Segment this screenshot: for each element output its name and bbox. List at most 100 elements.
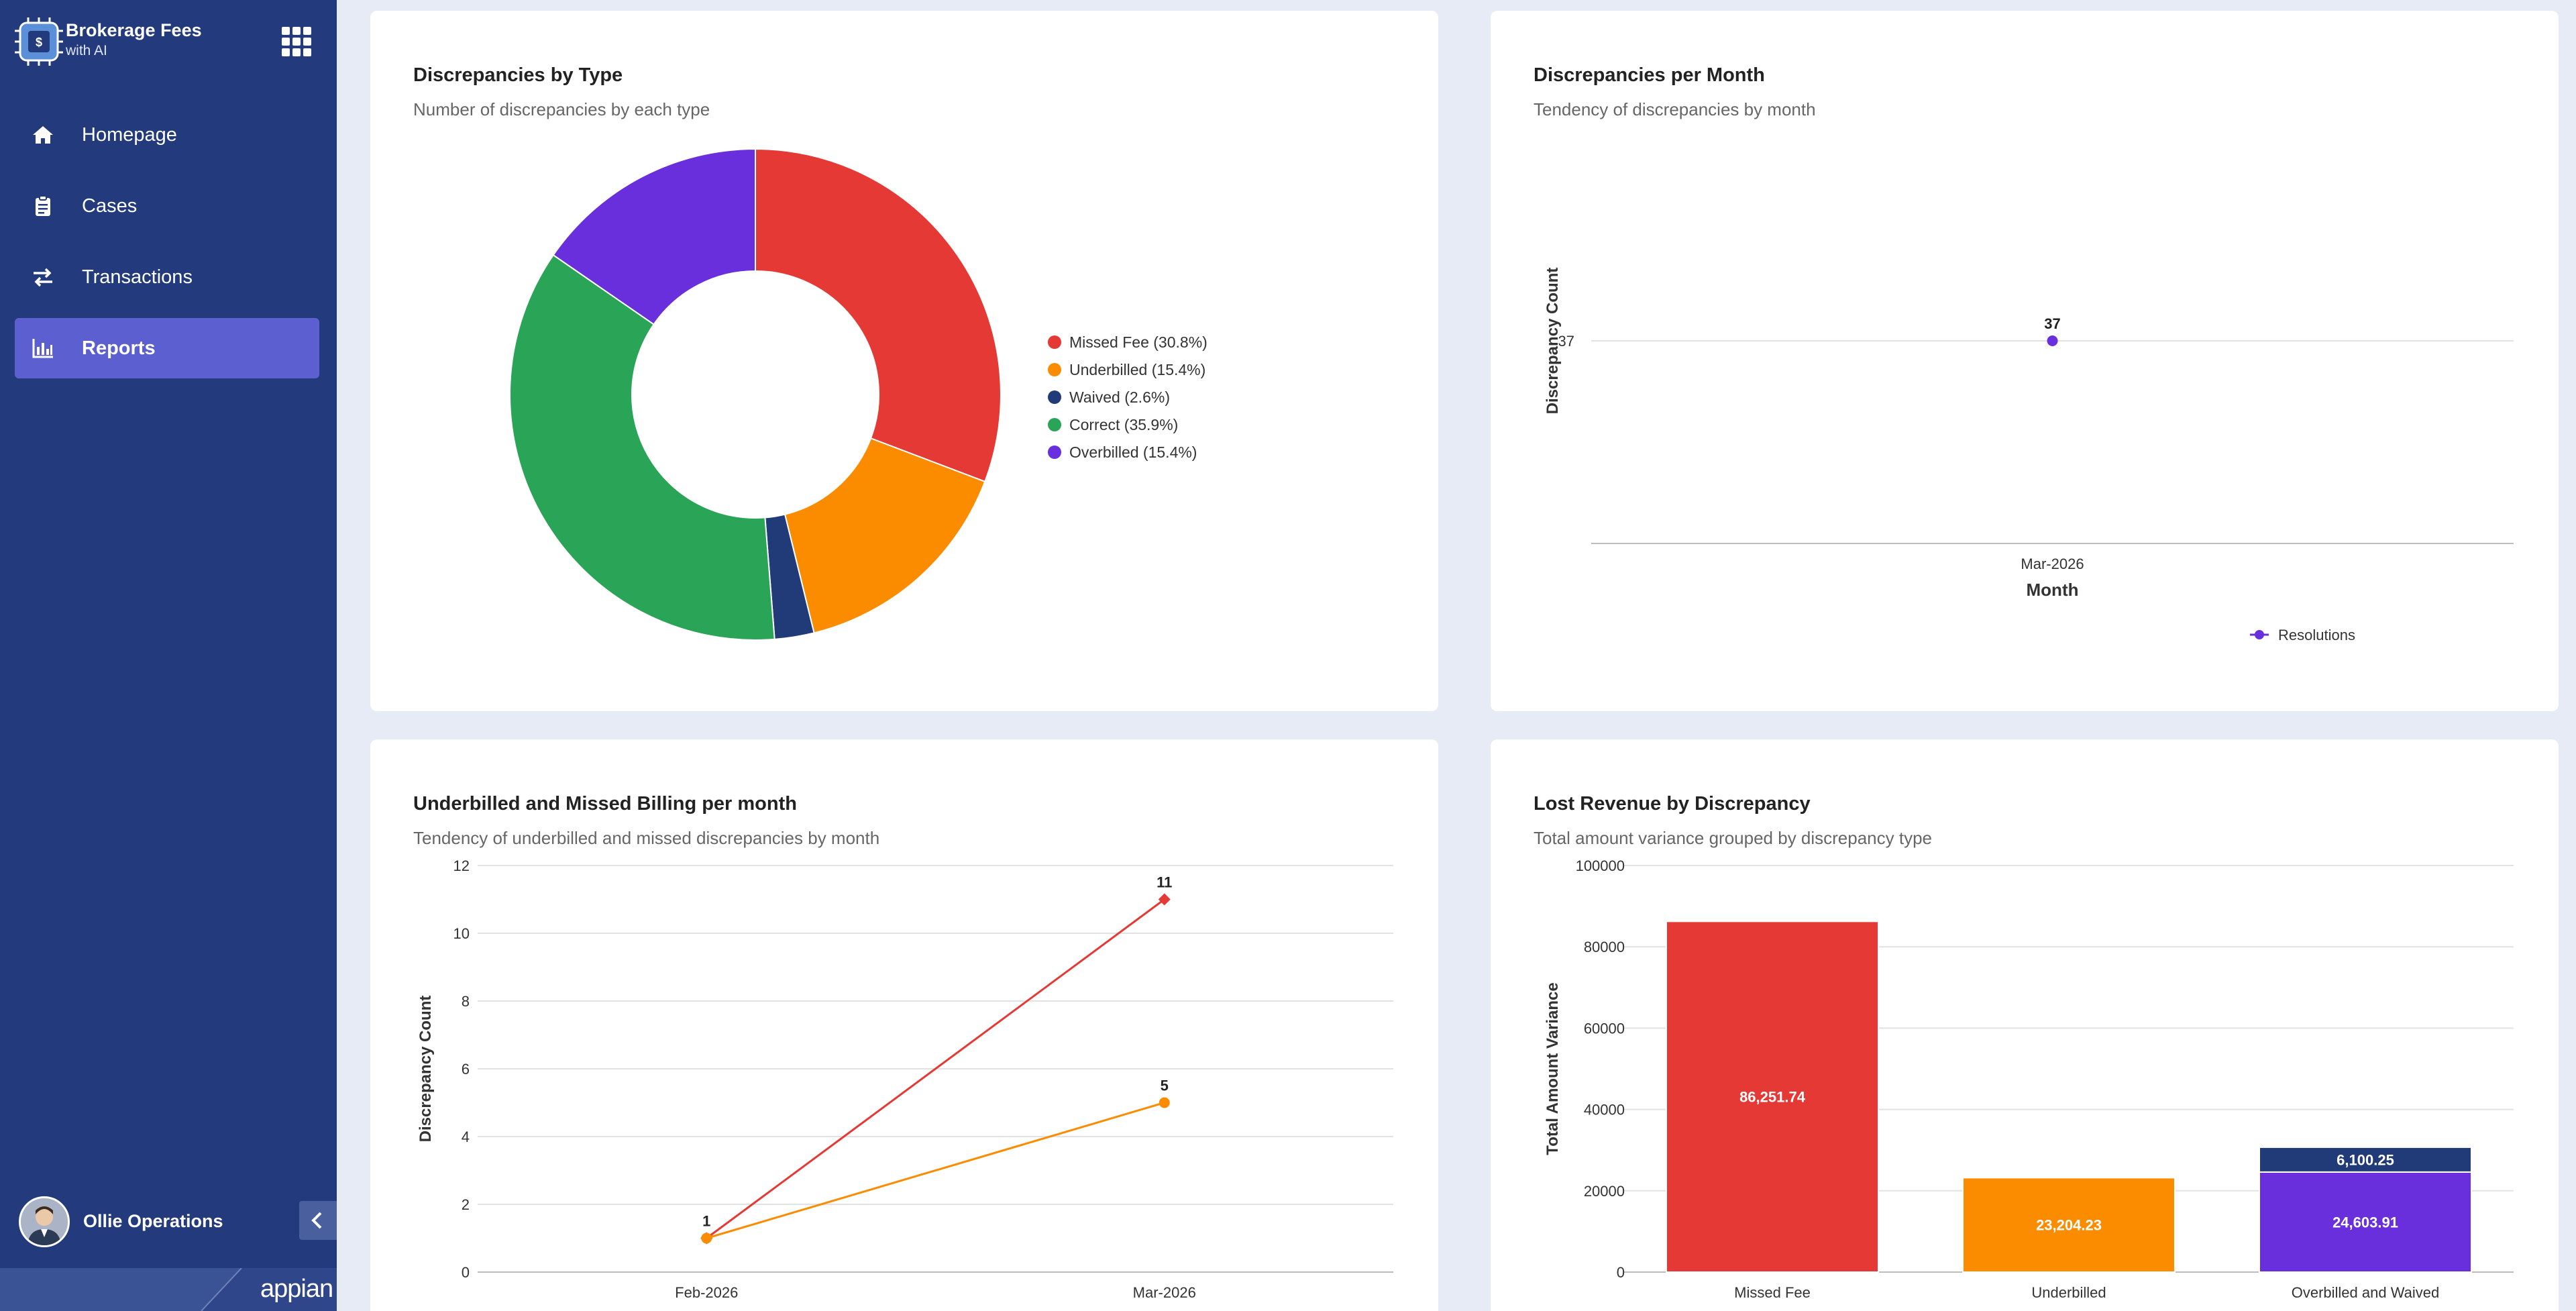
data-point [701,1233,712,1244]
arrows-exchange-icon [34,268,52,287]
card-title: Underbilled and Missed Billing per month [413,793,797,815]
chevron-left-icon [311,1212,322,1229]
data-label: 11 [1157,874,1172,891]
y-tick-label: 8 [462,993,470,1010]
legend-marker [1048,418,1061,431]
platform-logo: appian [260,1275,333,1303]
svg-text:$: $ [36,36,42,49]
app-launcher-grid-icon[interactable] [282,27,311,56]
y-tick-label: 0 [1617,1264,1625,1281]
discrepancies-by-type-card: Discrepancies by Type Number of discrepa… [370,11,1438,711]
series-line [706,1102,1165,1239]
card-title: Discrepancies per Month [1534,64,1765,86]
sidebar-nav: Homepage Cases Transactions [15,105,319,389]
y-tick-label: 0 [462,1264,470,1281]
y-tick-label: 100000 [1576,857,1625,874]
legend-entry: Waived (2.6%) [1069,388,1170,406]
footer-strip: appian [0,1268,337,1311]
lost-revenue-bar-chart: 0 20000 40000 60000 80000 100000 Total Amount … [1544,857,2514,1301]
x-axis-label: Month [2027,580,2079,600]
app-subtitle: with AI [66,43,107,58]
clipboard-icon [36,195,50,216]
sidebar-item-label: Homepage [82,124,177,146]
data-label: 24,603.91 [2332,1214,2398,1230]
x-tick-label: Underbilled [2031,1284,2106,1301]
y-tick-label: 40000 [1584,1102,1625,1118]
bar [1666,921,1879,1273]
y-tick-label: 4 [462,1129,470,1145]
pie-slice [509,254,775,641]
bar [2259,1146,2472,1173]
y-tick-label: 20000 [1584,1183,1625,1200]
legend-marker [1048,390,1061,404]
bar [1962,1177,2176,1273]
sidebar-item-cases[interactable]: Cases [15,176,319,236]
data-point [1158,893,1171,906]
data-label: 37 [2044,315,2060,332]
pie-slice [755,148,1002,483]
legend-marker [1048,445,1061,459]
y-tick-label: 80000 [1584,939,1625,955]
footer-decoration [0,1268,242,1311]
user-name: Ollie Operations [83,1211,223,1231]
user-profile[interactable]: Ollie Operations [19,1196,301,1249]
discrepancies-per-month-card: Discrepancies per Month Tendency of disc… [1491,11,2559,711]
pie-slice [552,148,756,325]
underbilled-missed-card: Underbilled and Missed Billing per month… [370,739,1438,1311]
home-icon [33,126,53,144]
discrepancies-donut-chart: Missed Fee (30.8%) Underbilled (15.4%) Wai… [509,148,1208,641]
bar [2259,1171,2472,1273]
legend-entry: Correct (35.9%) [1069,416,1178,433]
app-brand[interactable]: $ Brokerage Fees with AI [13,15,322,68]
underbilled-line-chart: 0 2 4 6 8 10 12 Discrepancy Count Feb-2026 Mar-20… [417,857,1393,1301]
card-subtitle: Tendency of discrepancies by month [1534,99,1816,119]
data-point [2047,335,2058,346]
x-tick-label: Feb-2026 [675,1284,738,1301]
data-label: 1 [702,1213,710,1230]
y-tick-label: 2 [462,1196,470,1213]
lost-revenue-card: Lost Revenue by Discrepancy Total amount… [1491,739,2559,1311]
card-subtitle: Total amount variance grouped by discrep… [1534,828,1933,848]
legend-entry: Resolutions [2278,627,2355,643]
brand-logo-icon: $ [15,17,63,66]
y-tick-label: 60000 [1584,1020,1625,1037]
sidebar: $ Brokerage Fees with AI Homepage [0,0,337,1311]
app-title: Brokerage Fees [66,20,202,40]
legend-entry: Overbilled (15.4%) [1069,443,1197,461]
legend-marker [1048,335,1061,349]
sidebar-item-label: Transactions [82,266,193,288]
legend-marker [2255,630,2264,639]
x-tick-label: Missed Fee [1734,1284,1811,1301]
series-line [706,898,1165,1239]
y-tick-label: 10 [453,925,470,942]
data-label: 86,251.74 [1739,1089,1806,1106]
data-label: 23,204.23 [2036,1217,2102,1234]
card-subtitle: Number of discrepancies by each type [413,99,710,119]
pie-slice [784,437,986,634]
x-tick-label: Mar-2026 [1133,1284,1196,1301]
y-tick-label: 12 [453,857,470,874]
y-axis-label: Discrepancy Count [417,996,435,1143]
avatar [19,1196,70,1247]
y-tick-label: 37 [1558,333,1574,350]
legend-entry: Underbilled (15.4%) [1069,361,1205,378]
sidebar-item-label: Cases [82,195,138,217]
x-tick-label: Mar-2026 [2021,556,2084,572]
card-title: Discrepancies by Type [413,64,623,86]
sidebar-item-transactions[interactable]: Transactions [15,247,319,307]
y-axis-label: Discrepancy Count [1544,268,1562,415]
data-point [1159,1097,1170,1108]
bar-chart-icon [32,339,53,358]
data-label: 6,100.25 [2337,1151,2394,1168]
x-tick-label: Overbilled and Waived [2292,1284,2440,1301]
y-axis-label: Total Amount Variance [1544,982,1562,1155]
y-tick-label: 6 [462,1061,470,1078]
collapse-sidebar-button[interactable] [299,1201,337,1240]
sidebar-item-label: Reports [82,337,156,359]
sidebar-item-homepage[interactable]: Homepage [15,105,319,165]
legend-entry: Missed Fee (30.8%) [1069,333,1208,351]
sidebar-item-reports[interactable]: Reports [15,318,319,378]
user-avatar-icon [21,1198,68,1245]
data-label: 5 [1161,1078,1169,1094]
